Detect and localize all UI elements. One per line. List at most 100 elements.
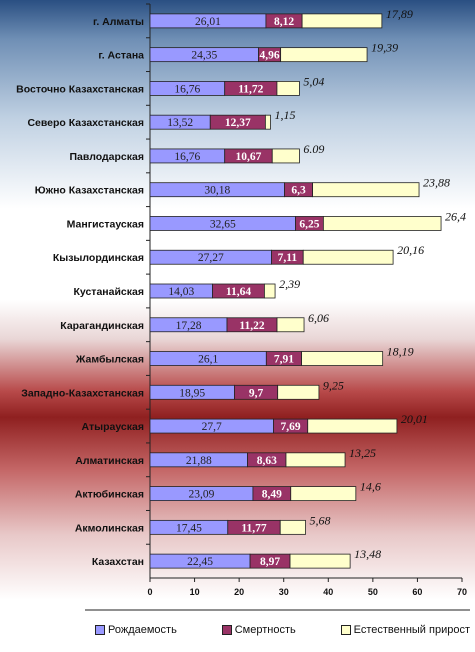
legend-label-natural: Естественный прирост	[353, 624, 470, 636]
label-death: 11,77	[241, 522, 266, 534]
bar-natural	[277, 384, 320, 400]
bar-natural	[280, 47, 368, 63]
category-label: Кызылординская	[53, 252, 144, 264]
bar-natural	[290, 486, 357, 501]
label-birth: 26,01	[195, 16, 221, 28]
bar-natural	[322, 216, 442, 231]
label-natural: 2,39	[279, 277, 300, 291]
label-death: 8,63	[257, 455, 277, 467]
category-label: Жамбылская	[75, 354, 144, 366]
bar-natural	[264, 114, 271, 130]
category-label: Северо Казахстанская	[27, 117, 144, 129]
label-death: 7,11	[278, 252, 298, 264]
label-death: 9,7	[249, 387, 264, 399]
label-natural: 18,19	[387, 345, 414, 359]
label-birth: 17,45	[176, 522, 202, 534]
label-natural: 5,04	[303, 74, 324, 88]
legend-label-death: Смертность	[234, 624, 296, 636]
label-death: 8,97	[260, 556, 280, 568]
bar-natural	[301, 351, 384, 366]
category-label: Восточно Казахстанская	[16, 83, 144, 95]
label-birth: 32,65	[210, 218, 236, 230]
category-label: Карагандинская	[60, 320, 144, 332]
label-birth: 14,03	[168, 286, 194, 298]
x-tick-label: 20	[234, 587, 244, 597]
x-tick-label: 50	[368, 587, 378, 597]
label-birth: 27,7	[202, 421, 222, 433]
x-tick-label: 60	[412, 587, 422, 597]
bar-natural	[276, 317, 305, 333]
x-tick-label: 70	[457, 587, 467, 597]
label-natural: 5,68	[310, 513, 331, 527]
bar-natural	[279, 519, 306, 535]
bar-natural	[276, 81, 300, 96]
category-label: Павлодарская	[70, 151, 145, 163]
bar-natural	[302, 249, 394, 265]
label-natural: 14,6	[360, 480, 381, 494]
category-label: Кустанайская	[73, 286, 144, 298]
category-label: Казахстан	[92, 556, 144, 568]
x-tick-label: 30	[279, 587, 289, 597]
label-natural: 23,88	[423, 176, 450, 190]
label-death: 12,37	[225, 117, 251, 129]
category-label: Алматинская	[75, 455, 144, 467]
label-natural: 9,25	[323, 378, 344, 392]
label-death: 10,67	[236, 151, 262, 163]
label-natural: 13,25	[349, 446, 376, 460]
label-birth: 18,95	[179, 387, 205, 399]
label-birth: 30,18	[204, 185, 230, 197]
label-natural: 20,01	[401, 412, 428, 426]
label-natural: 26,4	[445, 209, 466, 223]
bar-natural	[312, 182, 420, 198]
label-death: 7,91	[274, 354, 294, 366]
legend: Рождаемость Смертность Естественный прир…	[95, 615, 470, 645]
label-natural: 19,39	[371, 41, 398, 55]
label-birth: 26,1	[198, 354, 218, 366]
category-label: Мангистауская	[67, 218, 144, 230]
legend-swatch-natural	[340, 625, 351, 635]
label-death: 6,3	[291, 185, 306, 197]
label-natural: 13,48	[354, 547, 381, 561]
bar-natural	[301, 13, 383, 29]
bar-natural	[264, 283, 276, 299]
label-natural: 1,15	[275, 108, 296, 122]
label-death: 11,22	[239, 320, 264, 332]
label-birth: 17,28	[176, 320, 202, 332]
label-death: 11,72	[238, 83, 263, 95]
label-birth: 16,76	[174, 83, 200, 95]
label-birth: 21,88	[186, 455, 212, 467]
legend-swatch-birth	[95, 625, 105, 635]
category-label: Актюбинская	[75, 489, 144, 501]
category-label: г. Астана	[98, 50, 144, 62]
bar-natural	[271, 148, 300, 164]
label-birth: 27,27	[198, 252, 224, 264]
label-natural: 20,16	[397, 243, 424, 257]
label-birth: 13,52	[167, 117, 193, 129]
legend-item-birth: Рождаемость	[95, 624, 177, 636]
label-death: 11,64	[226, 286, 251, 298]
category-label: Акмолинская	[75, 522, 144, 534]
legend-swatch-death	[221, 625, 232, 635]
label-death: 6,25	[299, 218, 319, 230]
label-natural: 17,89	[386, 7, 413, 21]
label-death: 4,96	[260, 50, 280, 62]
bar-natural	[289, 553, 351, 569]
label-natural: 6,06	[308, 311, 329, 325]
category-label: Западно-Казахстанская	[21, 387, 144, 399]
label-death: 7,69	[281, 421, 301, 433]
plot-area: 0 10 20 30 40 50 60 70 г. Алматы 26,01 8,12 17,89 г.…	[16, 3, 470, 611]
label-death: 8,49	[262, 489, 282, 501]
legend-label-birth: Рождаемость	[108, 624, 177, 636]
legend-item-natural: Естественный прирост	[340, 624, 470, 636]
bar-natural	[285, 452, 346, 468]
label-natural: 6.09	[303, 142, 324, 156]
x-tick-label: 0	[147, 587, 152, 597]
category-label: г. Алматы	[93, 16, 144, 28]
bar-natural	[307, 418, 398, 434]
category-label: Южно Казахстанская	[35, 185, 144, 197]
label-birth: 16,76	[174, 151, 200, 163]
legend-item-death: Смертность	[221, 624, 296, 636]
label-death: 8,12	[274, 16, 294, 28]
label-birth: 22,45	[187, 556, 213, 568]
